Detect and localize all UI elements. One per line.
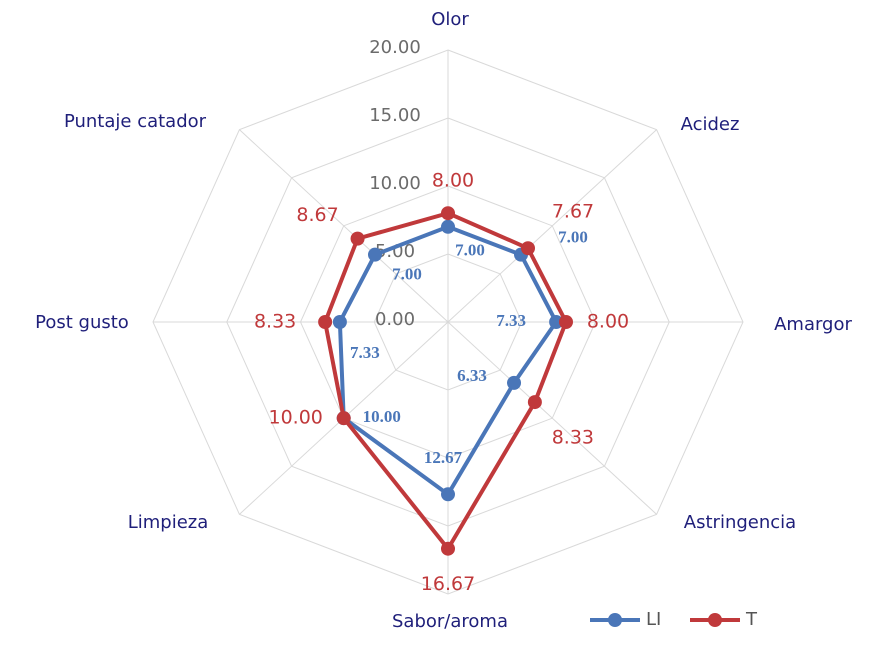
axis-spoke xyxy=(447,129,657,323)
data-label: 7.67 xyxy=(552,201,594,223)
legend-label: LI xyxy=(646,609,661,630)
data-label: 8.33 xyxy=(552,427,594,449)
data-label: 8.00 xyxy=(587,311,629,333)
data-label: 16.67 xyxy=(421,573,475,595)
point xyxy=(441,219,455,234)
point xyxy=(559,315,573,329)
data-label: 7.00 xyxy=(455,241,485,260)
point xyxy=(520,241,535,256)
data-label: 10.00 xyxy=(268,407,322,429)
data-label: 8.00 xyxy=(432,170,474,192)
point xyxy=(441,206,455,221)
category-label: Astringencia xyxy=(684,512,796,533)
point xyxy=(336,411,351,426)
data-label: 7.33 xyxy=(350,343,380,362)
tick-label: 5.00 xyxy=(375,241,415,262)
point xyxy=(441,487,455,502)
tick-label: 10.00 xyxy=(369,173,421,194)
tick-label: 15.00 xyxy=(369,105,421,126)
data-label: 8.67 xyxy=(296,204,338,226)
point xyxy=(441,541,455,556)
point xyxy=(507,375,522,390)
legend-label: T xyxy=(745,609,758,630)
data-label: 7.00 xyxy=(558,228,588,247)
tick-label: 0.00 xyxy=(375,309,415,330)
point xyxy=(527,395,542,410)
legend-marker xyxy=(708,613,722,627)
point xyxy=(549,315,564,329)
category-label: Acidez xyxy=(681,114,740,135)
point xyxy=(318,315,333,329)
tick-label: 20.00 xyxy=(369,37,421,58)
category-label: Olor xyxy=(431,9,469,30)
point xyxy=(350,231,365,246)
axis-spoke xyxy=(239,129,449,323)
data-label: 7.33 xyxy=(496,311,526,330)
point xyxy=(332,315,347,329)
category-label: Amargor xyxy=(774,314,852,335)
category-label: Limpieza xyxy=(128,512,209,533)
data-label: 12.67 xyxy=(424,448,463,467)
category-label: Post gusto xyxy=(35,312,129,333)
data-label: 6.33 xyxy=(457,366,487,385)
data-label: 10.00 xyxy=(363,407,401,426)
data-label: 8.33 xyxy=(254,311,296,333)
data-label: 7.00 xyxy=(392,265,422,284)
category-label: Sabor/aroma xyxy=(392,611,508,632)
axis-spoke xyxy=(447,321,657,515)
point xyxy=(367,247,382,262)
legend-marker xyxy=(608,613,622,627)
category-label: Puntaje catador xyxy=(64,111,207,132)
